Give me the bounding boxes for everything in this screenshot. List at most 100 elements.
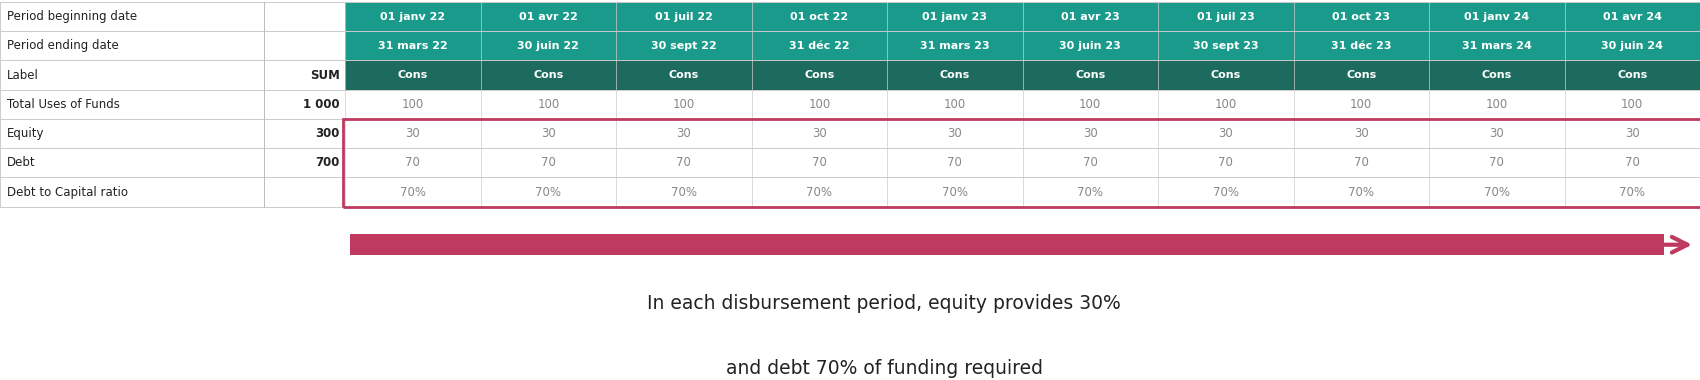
Text: 100: 100 [1350,98,1372,111]
Bar [1430,148,1564,177]
Text: 30: 30 [1489,127,1504,140]
Bar [887,148,1023,177]
Bar [345,148,481,177]
Text: 01 juil 23: 01 juil 23 [1197,11,1255,22]
Text: Period ending date: Period ending date [7,39,119,52]
Bar [1430,90,1564,119]
Bar [1294,60,1430,90]
Text: 30: 30 [1083,127,1098,140]
Bar [887,177,1023,207]
Text: SUM: SUM [309,68,340,82]
Bar [1430,2,1564,31]
Bar [0,90,345,119]
Text: Cons: Cons [1482,70,1511,80]
Bar [1158,119,1294,148]
Bar [887,2,1023,31]
Text: 70: 70 [1083,156,1098,169]
Text: 100: 100 [1080,98,1102,111]
Text: 1 000: 1 000 [303,98,340,111]
Bar [1158,60,1294,90]
Bar [1158,148,1294,177]
Bar [481,148,615,177]
Bar [1294,90,1430,119]
Text: 30 sept 22: 30 sept 22 [651,41,717,51]
Bar [751,177,887,207]
Text: 70%: 70% [536,185,561,199]
Bar [615,2,751,31]
Bar [481,177,615,207]
Text: 100: 100 [1216,98,1238,111]
Text: 100: 100 [1622,98,1644,111]
Text: and debt 70% of funding required: and debt 70% of funding required [726,359,1042,378]
Text: Debt: Debt [7,156,36,169]
Text: Equity: Equity [7,127,44,140]
Bar [751,2,887,31]
Bar [751,148,887,177]
Text: 70%: 70% [1212,185,1239,199]
Bar [1564,148,1700,177]
Text: 30: 30 [947,127,962,140]
Bar [1022,60,1158,90]
Text: Label: Label [7,68,39,82]
Bar [887,60,1023,90]
Bar [1022,148,1158,177]
Bar [751,60,887,90]
Bar [615,148,751,177]
Bar [0,2,345,31]
Text: 70: 70 [541,156,556,169]
Text: 70: 70 [1489,156,1504,169]
Bar [0,177,345,207]
Bar [345,60,481,90]
Text: Cons: Cons [1074,70,1105,80]
Bar [0,60,345,90]
Text: Cons: Cons [668,70,699,80]
Text: 70: 70 [677,156,692,169]
Text: Cons: Cons [1346,70,1377,80]
Text: Period beginning date: Period beginning date [7,10,138,23]
Bar [1158,2,1294,31]
Bar [343,119,1700,207]
Text: 70: 70 [1219,156,1232,169]
Bar [345,119,481,148]
Bar [615,31,751,60]
Bar [1564,177,1700,207]
Text: 31 mars 23: 31 mars 23 [920,41,989,51]
Bar [481,119,615,148]
Bar [615,177,751,207]
Text: 70: 70 [813,156,826,169]
Text: 30: 30 [677,127,692,140]
Text: 31 mars 22: 31 mars 22 [377,41,447,51]
Text: 01 oct 23: 01 oct 23 [1333,11,1391,22]
Bar [481,31,615,60]
Text: 30: 30 [406,127,420,140]
Text: 70: 70 [1625,156,1640,169]
Bar [751,31,887,60]
Text: 70%: 70% [672,185,697,199]
Bar [1564,90,1700,119]
Bar [1430,119,1564,148]
Bar [345,90,481,119]
Text: 70%: 70% [1484,185,1510,199]
Bar [1564,31,1700,60]
Bar [1564,119,1700,148]
Text: 100: 100 [537,98,559,111]
Bar [481,2,615,31]
Text: 30 juin 24: 30 juin 24 [1601,41,1663,51]
Bar [345,177,481,207]
Text: 70: 70 [1353,156,1368,169]
Text: 300: 300 [316,127,340,140]
Text: 30 juin 23: 30 juin 23 [1059,41,1122,51]
Text: 30: 30 [813,127,826,140]
Bar [1022,90,1158,119]
Bar [615,90,751,119]
Text: Cons: Cons [940,70,971,80]
Text: 30 sept 23: 30 sept 23 [1193,41,1258,51]
Bar [481,60,615,90]
Text: 30: 30 [1625,127,1639,140]
Text: 70%: 70% [1348,185,1374,199]
Text: 01 juil 22: 01 juil 22 [654,11,712,22]
Bar [1158,90,1294,119]
Text: 70: 70 [405,156,420,169]
Text: 100: 100 [1486,98,1508,111]
Bar [615,119,751,148]
